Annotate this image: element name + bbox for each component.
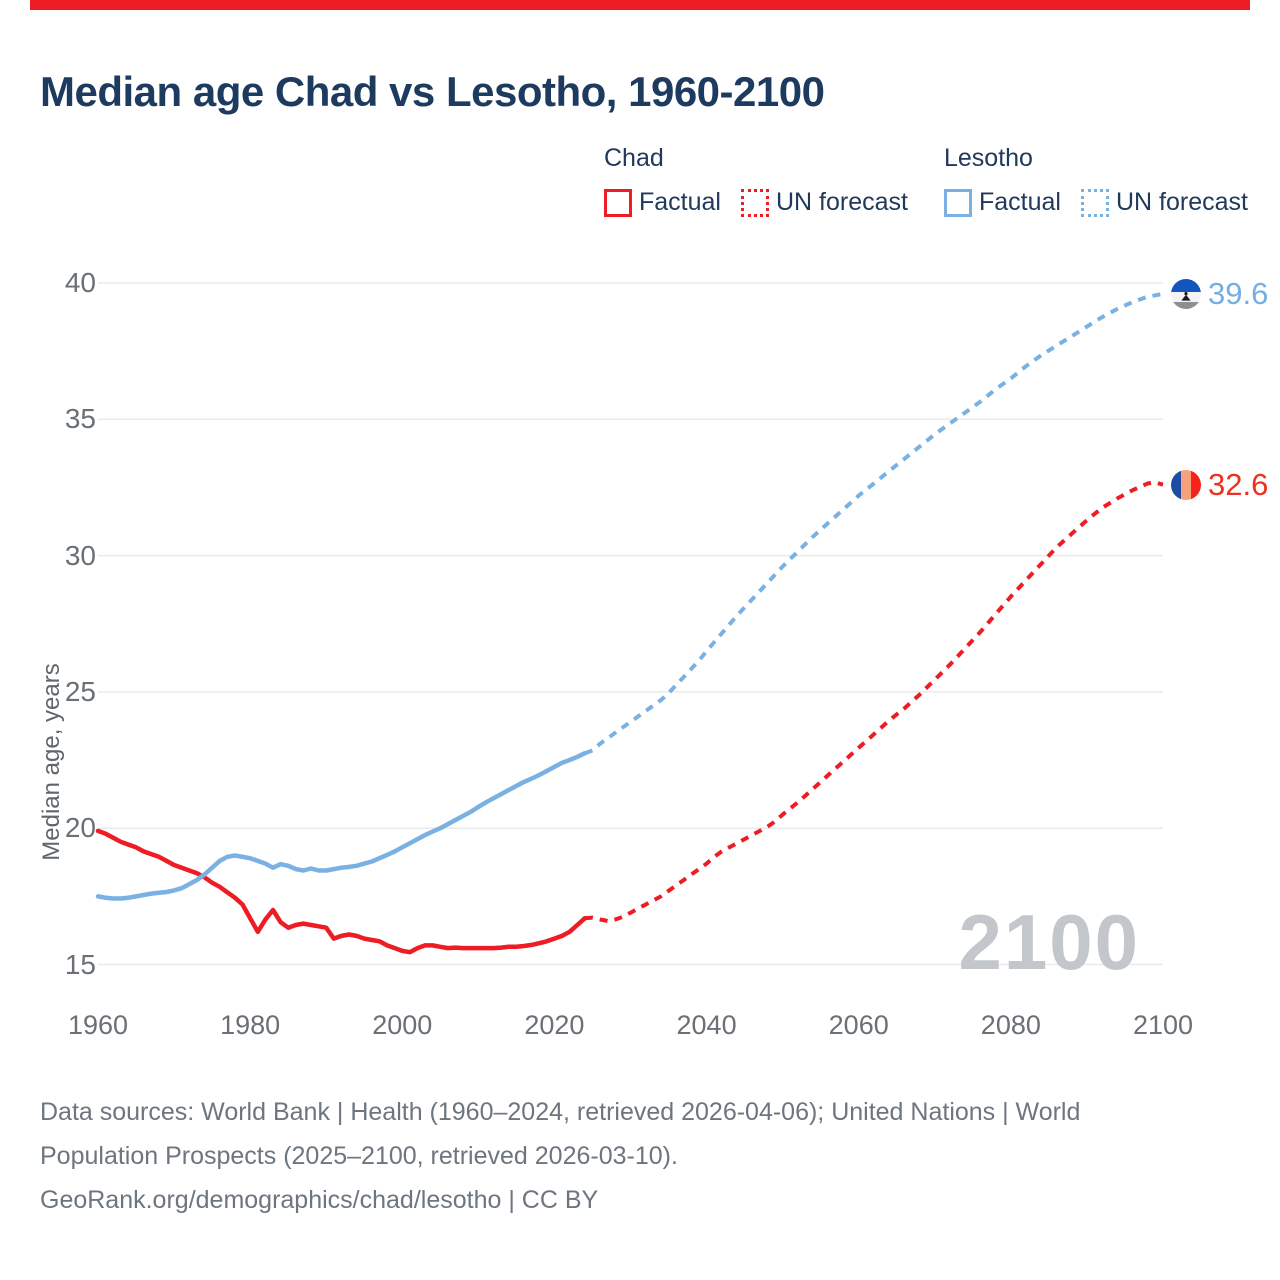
page-title: Median age Chad vs Lesotho, 1960-2100 [40,68,825,115]
x-tick-label: 2100 [1132,1010,1194,1040]
legend-country-lesotho: Lesotho [944,144,1033,172]
legend-group-lesotho: Lesotho Factual UN forecast [944,144,1248,217]
legend-item-lesotho-forecast: UN forecast [1080,188,1248,217]
legend-label: UN forecast [1115,188,1248,216]
lesotho-factual-swatch-icon [944,188,972,217]
legend-item-chad-factual: Factual [604,188,721,217]
y-tick-label: 25 [64,675,96,707]
chad-factual-line [95,828,588,955]
y-tick-label: 35 [64,403,96,435]
footer-sources: Data sources: World Bank | Health (1960–… [40,1090,1080,1222]
chad-end-value-label: 32.6 [1208,467,1269,502]
chad-factual-swatch-icon [604,188,632,217]
y-tick-label: 40 [64,267,96,298]
legend-items-chad: Factual UN forecast [604,188,908,217]
chad-flag-icon [1171,470,1201,500]
legend-label: UN forecast [775,188,908,216]
gridlines [98,282,1163,966]
chad-un-forecast-line [584,480,1164,923]
legend-label: Factual [639,188,721,216]
footer-line: Population Prospects (2025–2100, retriev… [40,1142,678,1170]
legend-item-lesotho-factual: Factual [944,188,1061,217]
watermark-2100: 2100 [958,898,1140,986]
series-lines [95,291,1164,955]
y-tick-label: 15 [64,948,96,980]
legend-item-chad-forecast: UN forecast [740,188,908,217]
x-tick-label: 1980 [220,1010,281,1040]
x-tick-label: 2040 [676,1010,737,1040]
x-tick-label: 1960 [67,1010,129,1040]
lesotho-end-value-label: 39.6 [1208,276,1269,311]
legend-items-lesotho: Factual UN forecast [944,188,1248,217]
chad-forecast-swatch-icon [740,188,769,217]
y-axis-title: Median age, years [38,663,65,861]
top-accent-bar [30,0,1250,10]
y-tick-label: 30 [64,539,96,571]
x-tick-label: 2060 [828,1010,889,1040]
lesotho-flag-icon [1171,279,1201,309]
footer-line: GeoRank.org/demographics/chad/lesotho | … [40,1186,599,1214]
legend-group-chad: Chad Factual UN forecast [604,144,908,217]
lesotho-factual-line [95,750,588,901]
y-tick-label: 20 [64,812,96,844]
x-tick-label: 2020 [524,1010,585,1040]
legend-label: Factual [979,188,1061,216]
x-tick-label: 2000 [372,1010,433,1040]
footer-line: Data sources: World Bank | Health (1960–… [40,1098,1081,1126]
legend-country-chad: Chad [604,144,664,172]
lesotho-forecast-swatch-icon [1080,188,1109,217]
lesotho-un-forecast-line [584,291,1164,756]
x-tick-label: 2080 [980,1010,1041,1040]
